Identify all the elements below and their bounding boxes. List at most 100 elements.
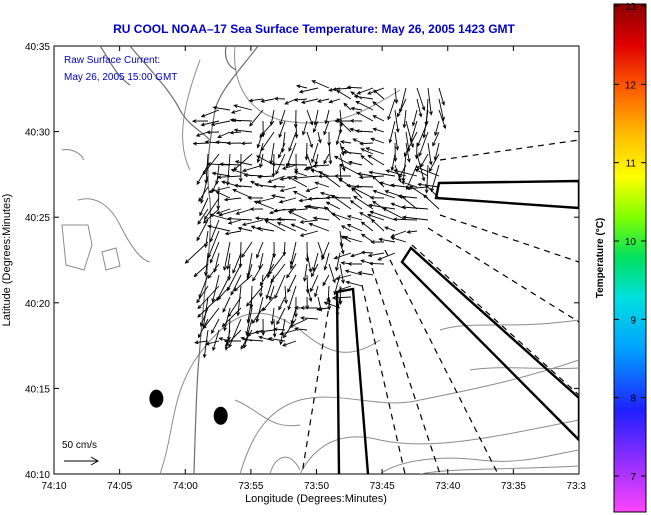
current-vector	[342, 150, 363, 155]
current-vector	[224, 329, 231, 351]
current-vector	[360, 155, 374, 166]
current-vector	[430, 164, 440, 193]
colorbar	[613, 3, 647, 513]
current-vector	[278, 120, 286, 139]
current-vector	[382, 207, 407, 221]
current-vector	[372, 101, 385, 111]
current-vector	[224, 329, 242, 347]
current-vector	[349, 200, 363, 210]
current-vector	[392, 217, 418, 222]
current-vector	[230, 274, 242, 296]
x-tick-label: 73:55	[238, 481, 263, 492]
current-vector	[317, 98, 330, 103]
current-vector	[252, 263, 264, 282]
current-vector	[184, 241, 209, 264]
x-axis-label: Longitude (Degrees:Minutes)	[245, 493, 387, 505]
current-vector	[378, 237, 396, 243]
current-vector	[370, 240, 384, 245]
current-vector	[253, 200, 275, 210]
current-vector	[192, 141, 209, 146]
current-vector	[360, 221, 374, 232]
chart-title: RU COOL NOAA–17 Sea Surface Temperature:…	[113, 22, 515, 36]
current-vector	[278, 296, 286, 311]
current-vector	[372, 115, 385, 122]
current-vector	[324, 109, 330, 125]
current-vector	[401, 215, 429, 221]
current-vector	[310, 274, 319, 293]
current-vector	[243, 337, 264, 342]
current-vector	[330, 194, 352, 210]
current-vector	[237, 226, 253, 232]
current-vector	[267, 336, 286, 342]
current-vector	[241, 219, 264, 227]
current-vector	[346, 214, 363, 221]
current-vector	[200, 109, 220, 118]
current-vector	[325, 195, 352, 200]
current-vector	[318, 170, 341, 188]
current-vector	[254, 329, 275, 335]
current-vector	[336, 89, 352, 100]
current-vector	[411, 109, 418, 127]
current-vector	[274, 274, 286, 300]
current-vector	[360, 233, 374, 243]
current-vector	[223, 307, 231, 332]
current-vector	[288, 131, 297, 152]
current-vector	[191, 119, 209, 124]
current-vector	[420, 153, 429, 168]
current-vector	[289, 252, 297, 270]
current-vector	[271, 184, 286, 189]
current-vector	[222, 296, 231, 313]
current-vector	[260, 131, 275, 152]
current-vector	[427, 87, 433, 116]
current-vector	[199, 197, 209, 217]
current-vector	[400, 181, 418, 188]
current-vector	[354, 184, 374, 189]
current-vector	[350, 106, 363, 111]
current-vector	[322, 274, 330, 287]
current-vector	[200, 307, 209, 327]
current-vector	[312, 120, 319, 133]
current-vector	[416, 120, 429, 148]
site-marker	[149, 389, 164, 408]
current-vector	[233, 128, 253, 133]
current-vector	[256, 226, 275, 232]
current-vector	[282, 318, 297, 339]
current-vector	[261, 318, 266, 337]
current-vector	[270, 307, 275, 326]
current-vector	[238, 153, 243, 183]
current-vector	[249, 207, 264, 212]
current-vector	[359, 212, 374, 221]
current-vector	[394, 109, 400, 133]
current-vector	[427, 142, 433, 166]
colorbar-tick-label: 7	[630, 472, 636, 483]
current-vector	[369, 195, 385, 200]
current-vector	[360, 148, 374, 155]
x-tick-label: 73:40	[435, 481, 460, 492]
current-vector	[273, 327, 286, 332]
current-vector	[366, 213, 385, 221]
current-vector	[356, 172, 374, 177]
current-vector	[232, 189, 253, 199]
current-vector	[226, 252, 231, 271]
current-vector	[221, 307, 242, 328]
current-vector	[218, 208, 242, 217]
current-vector	[229, 130, 242, 135]
current-vector	[321, 241, 330, 261]
current-vector	[336, 118, 352, 133]
current-vector	[306, 131, 314, 149]
current-vector	[255, 296, 264, 323]
current-vector	[279, 329, 297, 336]
current-vector	[384, 226, 396, 232]
current-vector	[313, 109, 319, 126]
current-vector	[365, 147, 385, 155]
current-vector	[397, 98, 407, 118]
current-vector	[393, 169, 418, 177]
y-axis: 40:35 40:30 40:25 40:20 40:15 40:10	[25, 42, 579, 481]
current-vector	[394, 87, 399, 105]
colorbar-tick-label: 11	[626, 159, 637, 170]
current-vector	[368, 170, 396, 177]
current-vector	[390, 236, 407, 243]
current-vector	[385, 169, 407, 177]
current-vector	[416, 87, 426, 111]
current-vector	[215, 208, 231, 215]
